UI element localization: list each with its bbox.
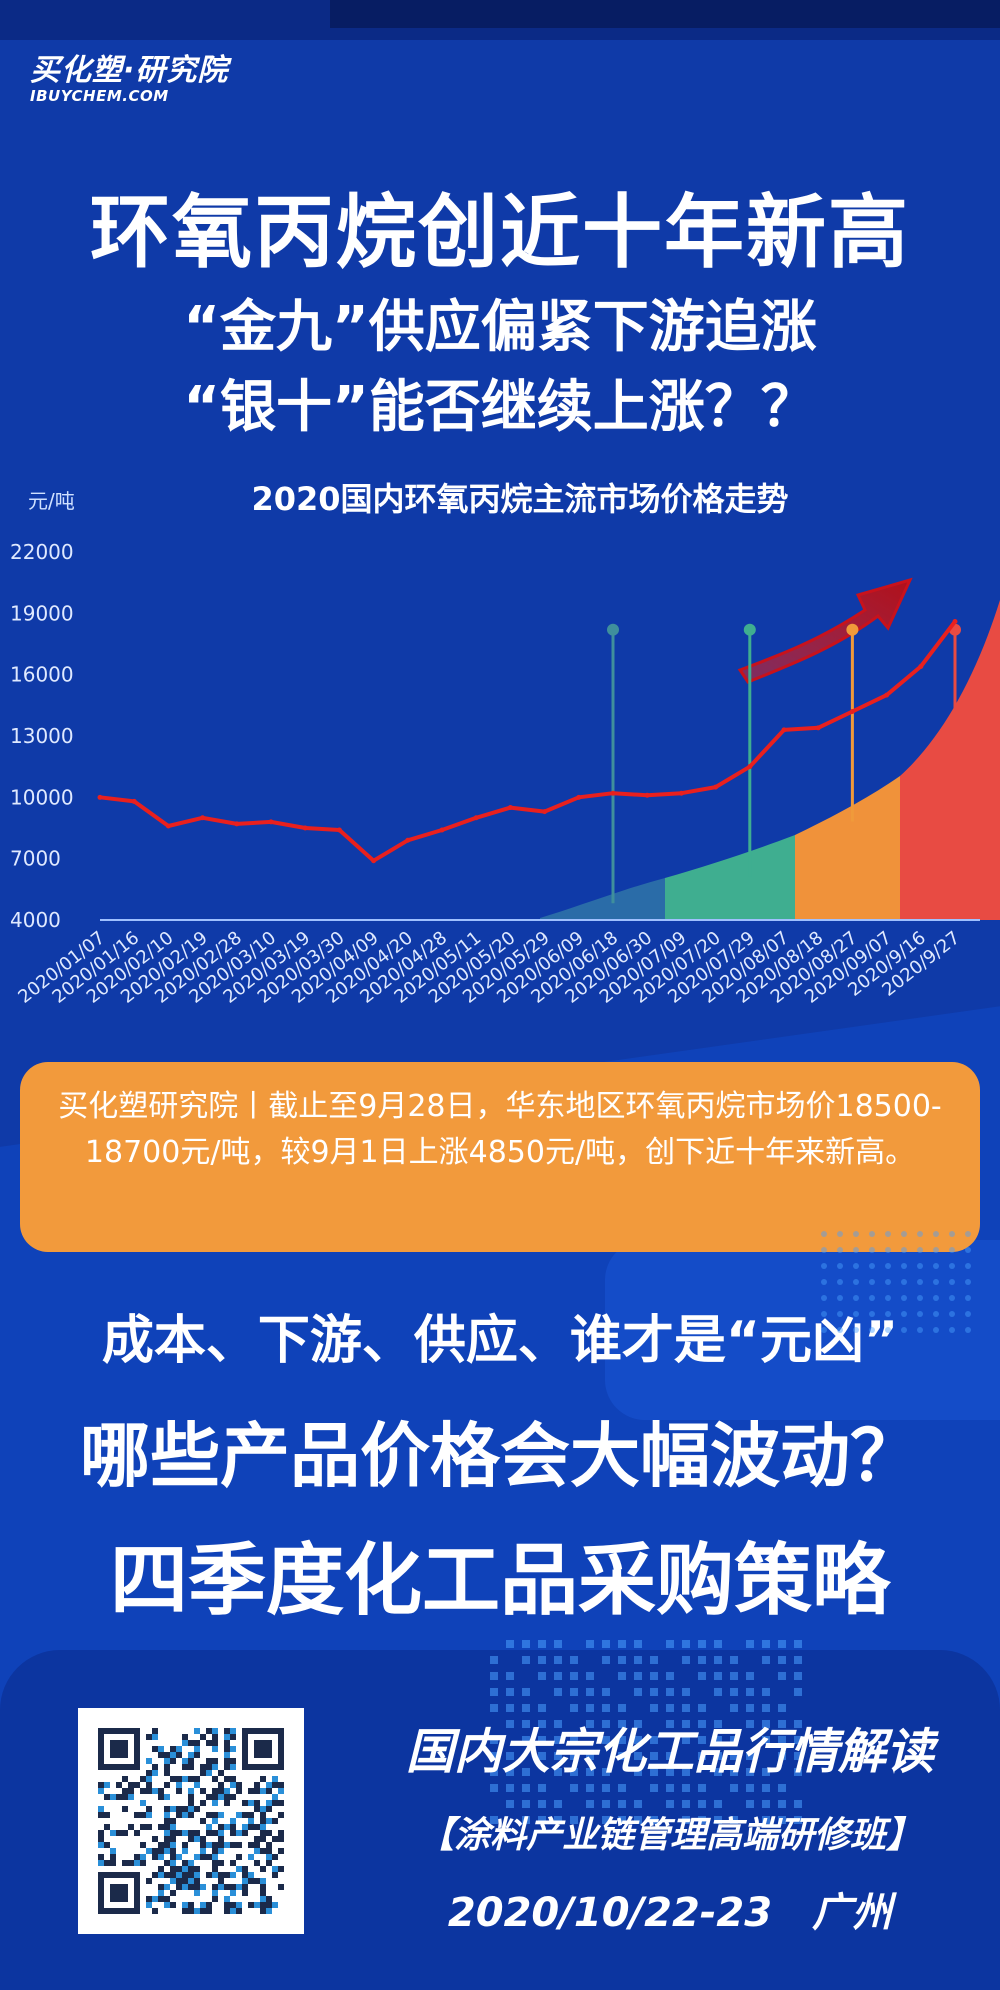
course-title: 国内大宗化工品行情解读	[405, 1724, 934, 1780]
area-segment-3	[795, 776, 900, 920]
y-axis-label: 元/吨	[28, 489, 75, 513]
course-date-place: 2020/10/22-23 广州	[447, 1890, 893, 1936]
decorative-dots	[490, 1640, 802, 1824]
x-axis: 2020/01/072020/01/162020/02/102020/02/19…	[14, 927, 964, 1007]
y-axis: 22000 19000 16000 13000 10000 7000 4000	[10, 540, 980, 932]
price-chart: 22000 19000 16000 13000 10000 7000 4000 2020/0…	[10, 480, 1000, 1008]
data-point	[405, 837, 411, 843]
headline-title: 环氧丙烷创近十年新高	[90, 186, 910, 279]
data-point	[439, 827, 445, 833]
data-point	[302, 825, 308, 831]
headline-line-2: “金九”供应偏紧下游追涨	[183, 295, 817, 360]
data-point	[336, 827, 342, 833]
data-point	[815, 725, 821, 731]
brand-domain: IBUYCHEM.COM	[30, 87, 169, 105]
data-point	[507, 805, 513, 811]
y-tick-label: 19000	[10, 601, 74, 625]
course-subtitle: 【涂料产业链管理高端研修班】	[417, 1815, 922, 1856]
data-point	[473, 815, 479, 821]
y-tick-label: 22000	[10, 540, 74, 564]
top-dark-band	[330, 0, 1000, 28]
markers	[607, 623, 961, 904]
area-segment-1	[540, 878, 665, 920]
data-point	[200, 815, 206, 821]
data-point	[131, 798, 137, 804]
question-2: 哪些产品价格会大幅波动？	[80, 1415, 920, 1497]
marker-dot	[607, 623, 619, 636]
trend-arrow-icon	[737, 577, 913, 684]
background-panel	[605, 1240, 1000, 1420]
data-point	[542, 809, 548, 815]
chart-title: 2020国内环氧丙烷主流市场价格走势	[251, 480, 788, 518]
qr-code-icon[interactable]	[92, 1722, 290, 1920]
question-1: 成本、下游、供应、谁才是“元凶”	[101, 1311, 899, 1371]
brand-name: 买化塑·研究院	[30, 53, 229, 88]
data-point	[97, 794, 103, 800]
data-point	[644, 792, 650, 798]
trend-area	[540, 600, 1000, 920]
data-point	[884, 692, 890, 698]
notice-text: 买化塑研究院丨截止至9月28日，华东地区环氧丙烷市场价18500-18700元/…	[58, 1089, 942, 1170]
data-point	[610, 790, 616, 796]
data-point	[713, 784, 719, 790]
area-segment-2	[665, 835, 795, 920]
data-point	[781, 727, 787, 733]
data-point	[576, 794, 582, 800]
data-point	[747, 764, 753, 770]
y-tick-label: 16000	[10, 663, 74, 687]
series-path	[99, 620, 957, 863]
brand-logo: 买化塑·研究院 IBUYCHEM.COM	[30, 45, 228, 105]
data-point	[849, 708, 855, 714]
data-point	[678, 790, 684, 796]
marker-dot	[846, 623, 859, 636]
data-point	[165, 823, 171, 829]
series-line	[97, 619, 958, 864]
question-3: 四季度化工品采购策略	[109, 1536, 890, 1626]
area-segment-4	[900, 600, 1000, 920]
headline-line-3: “银十”能否继续上涨？？	[183, 375, 817, 440]
marker-dot	[743, 623, 756, 636]
data-point	[952, 619, 958, 625]
data-point	[371, 858, 377, 864]
data-point	[234, 821, 240, 827]
data-point	[918, 663, 924, 669]
y-tick-label: 10000	[10, 785, 74, 809]
data-point	[268, 819, 274, 825]
y-tick-label: 13000	[10, 724, 74, 748]
y-tick-label: 4000	[10, 908, 61, 932]
decorative-dots-right	[821, 1231, 971, 1333]
notice-box: 买化塑研究院丨截止至9月28日，华东地区环氧丙烷市场价18500-18700元/…	[20, 1062, 980, 1252]
y-tick-label: 7000	[10, 847, 61, 871]
